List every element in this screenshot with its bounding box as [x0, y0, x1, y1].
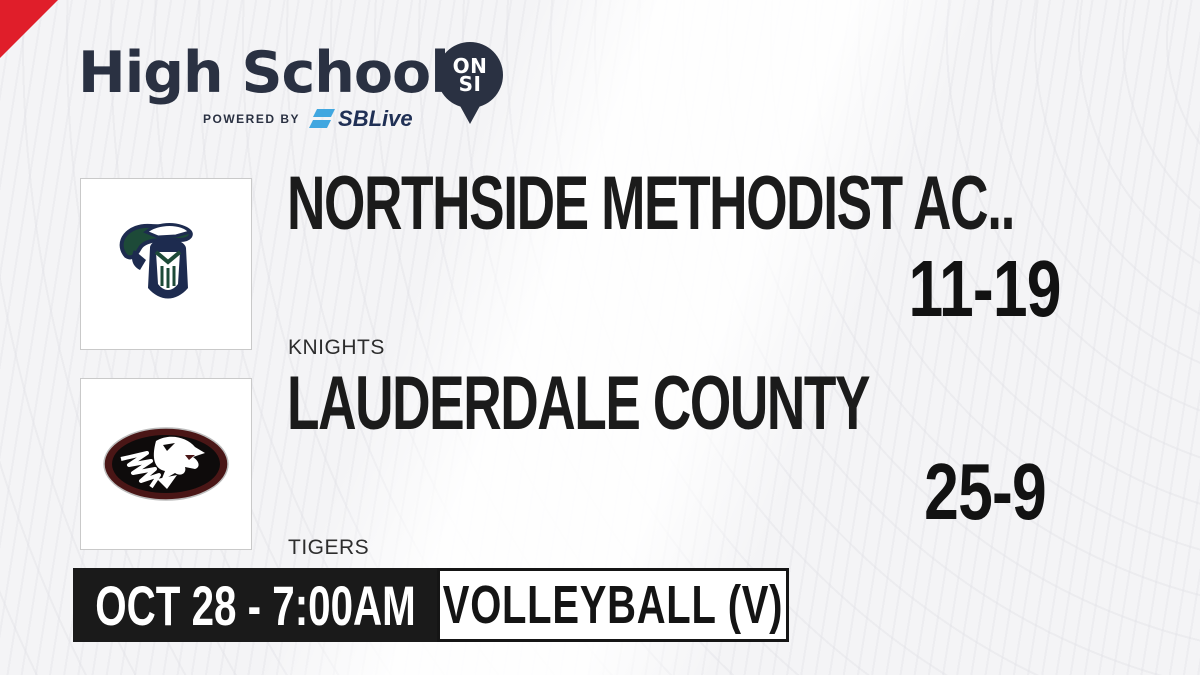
game-datetime: OCT 28 - 7:00AM — [94, 573, 416, 637]
pin-line1: ON — [452, 53, 488, 78]
sblive-logo: SBLive — [309, 106, 413, 132]
pin-line2: SI — [458, 72, 482, 96]
red-corner-triangle — [0, 0, 58, 58]
sport-box: VOLLEYBALL (V) — [437, 568, 789, 642]
sport-label: VOLLEYBALL (V) — [442, 575, 784, 635]
powered-by-row: POWERED BY SBLive — [203, 106, 413, 132]
team1-name: NORTHSIDE METHODIST AC.. — [287, 161, 1015, 246]
sblive-wordmark: SBLive — [338, 106, 413, 131]
team2-mascot: TIGERS — [288, 536, 370, 559]
knights-helmet-logo-icon — [119, 223, 193, 299]
team1-logo-box — [80, 178, 252, 350]
on-si-pin-tail — [459, 104, 481, 124]
team2-record: 25-9 — [924, 447, 1047, 536]
sblive-bolt-icon — [309, 109, 336, 128]
team1-mascot: KNIGHTS — [288, 336, 385, 359]
powered-by-label: POWERED BY — [203, 112, 301, 126]
game-datetime-box: OCT 28 - 7:00AM — [73, 568, 437, 642]
team2-logo-box — [80, 378, 252, 550]
team1-record: 11-19 — [908, 244, 1062, 333]
on-si-pin-icon: ON SI — [437, 42, 503, 108]
tigers-oval-logo-icon — [103, 427, 229, 501]
team2-name: LAUDERDALE COUNTY — [287, 361, 870, 446]
brand-title: High School — [78, 40, 450, 106]
